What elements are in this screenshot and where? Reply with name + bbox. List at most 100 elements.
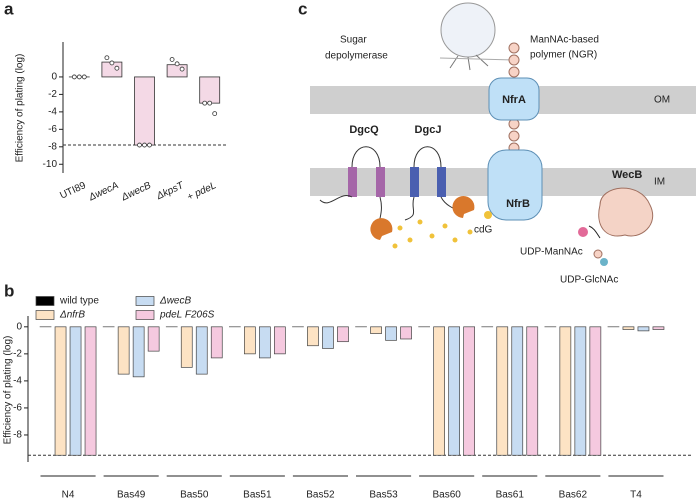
dgcj-tm	[410, 167, 419, 197]
y-tick-label: -4	[13, 376, 22, 387]
legend-label: ΔnfrB	[59, 310, 85, 321]
nfra	[488, 77, 540, 121]
udp-glcnac-mark	[593, 249, 603, 259]
replicate-point	[169, 57, 175, 62]
bar	[180, 326, 193, 368]
bar	[463, 326, 475, 456]
panel-label: c	[298, 0, 307, 18]
label: UDP-ManNAc	[520, 247, 583, 258]
replicate-point	[109, 60, 115, 66]
panel-label: a	[4, 0, 14, 18]
replicate-point	[202, 100, 208, 106]
bar	[637, 326, 650, 332]
x-tick-label: Bas52	[306, 490, 335, 501]
bar	[511, 326, 524, 456]
x-tick-label: N4	[62, 490, 75, 501]
bar	[54, 326, 67, 456]
x-tick-label: Bas61	[496, 490, 525, 501]
x-tick-label: Bas60	[432, 490, 461, 501]
replicate-point	[104, 55, 110, 61]
bar	[322, 326, 334, 349]
bar	[259, 326, 271, 359]
dgcj-tm	[437, 167, 446, 197]
y-axis-label: Efficiency of plating (log)	[3, 336, 14, 445]
bar	[274, 326, 286, 355]
replicate-point	[137, 142, 142, 148]
bar	[400, 326, 412, 340]
legend-swatch	[135, 296, 155, 306]
label: IM	[654, 177, 665, 188]
label: NfrA	[502, 94, 526, 106]
x-tick-label: Bas50	[180, 490, 209, 501]
bar	[84, 326, 97, 456]
diagram: Sugar depolymerase ManNAc-based polymer …	[310, 2, 696, 286]
bar	[589, 326, 602, 456]
udp-mannac-mark	[578, 227, 588, 237]
x-tick-label: ΔkpsT	[154, 180, 186, 203]
bar	[69, 326, 82, 456]
replicate-point	[114, 65, 120, 71]
replicate-point	[207, 100, 213, 106]
label: depolymerase	[325, 51, 388, 62]
bar	[496, 326, 509, 456]
bar	[307, 326, 319, 347]
y-tick-label: -2	[13, 348, 22, 359]
nfrb	[487, 149, 543, 221]
bar	[574, 326, 587, 456]
depolymerase-line	[439, 57, 513, 61]
label: DgcJ	[415, 124, 442, 136]
y-tick-label: 0	[51, 72, 57, 83]
bar	[559, 326, 572, 456]
y-tick-label: -6	[48, 124, 57, 135]
bar	[195, 326, 208, 375]
legend-swatch	[135, 310, 155, 320]
label: ManNAc-based	[530, 35, 599, 46]
ggdef-domain	[370, 218, 393, 240]
bar	[385, 326, 397, 341]
legend-swatch	[35, 296, 55, 306]
x-tick-label: ΔwecB	[119, 180, 153, 204]
bar	[244, 326, 256, 355]
dgcq-loop	[351, 146, 381, 168]
x-tick-label: + pdeL	[185, 180, 218, 203]
bar	[199, 76, 221, 104]
legend-label: ΔwecB	[159, 296, 191, 307]
bar	[526, 326, 539, 456]
bar	[337, 326, 349, 343]
panel-label: b	[4, 281, 14, 300]
bar	[147, 326, 160, 352]
legend-label: pdeL F206S	[159, 310, 215, 321]
replicate-point	[142, 142, 147, 148]
bar	[370, 326, 382, 334]
replicate-point	[81, 74, 87, 80]
x-tick-label: UTI89	[58, 180, 88, 202]
label: polymer (NGR)	[530, 50, 597, 61]
label: cdG	[474, 225, 493, 236]
y-tick-label: -8	[13, 430, 22, 441]
replicate-point	[76, 74, 82, 80]
label: NfrB	[506, 198, 530, 210]
ggdef-domain	[452, 196, 475, 218]
bar	[652, 326, 665, 330]
label: DgcQ	[349, 124, 379, 136]
bar	[433, 326, 445, 456]
arrow	[588, 225, 601, 239]
label: WecB	[612, 169, 642, 181]
y-tick-label: -4	[48, 107, 57, 118]
x-tick-label: ΔwecA	[86, 180, 120, 204]
wecb	[598, 187, 653, 237]
bar	[117, 326, 130, 375]
x-tick-label: Bas62	[559, 490, 588, 501]
replicate-point	[179, 66, 185, 72]
label: Sugar	[340, 35, 367, 46]
legend-label: wild type	[59, 296, 99, 307]
bar	[622, 326, 635, 330]
bar	[210, 326, 223, 359]
phage	[440, 2, 496, 58]
dgcq-tm	[376, 167, 385, 197]
dgcj-loop	[413, 146, 442, 168]
y-tick-label: 0	[16, 321, 22, 332]
y-tick-label: -10	[43, 159, 58, 170]
replicate-point	[147, 142, 152, 148]
